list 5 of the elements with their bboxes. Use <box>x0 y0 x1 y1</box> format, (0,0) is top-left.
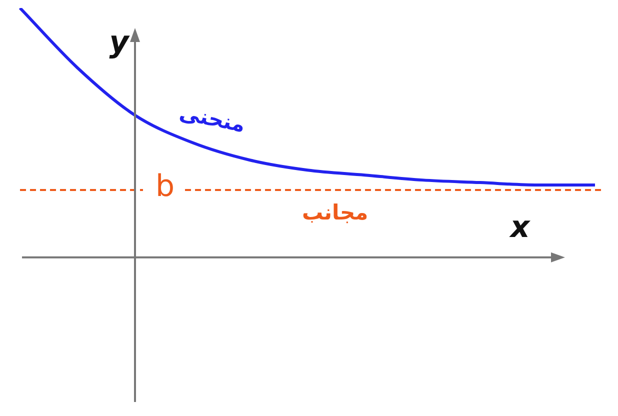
ref-line-label: b <box>155 168 175 204</box>
y-axis-title: y <box>109 24 130 60</box>
annotation: منحنى <box>177 100 248 138</box>
annotation: مجانب <box>302 200 368 224</box>
x-axis-title: x <box>508 210 532 246</box>
